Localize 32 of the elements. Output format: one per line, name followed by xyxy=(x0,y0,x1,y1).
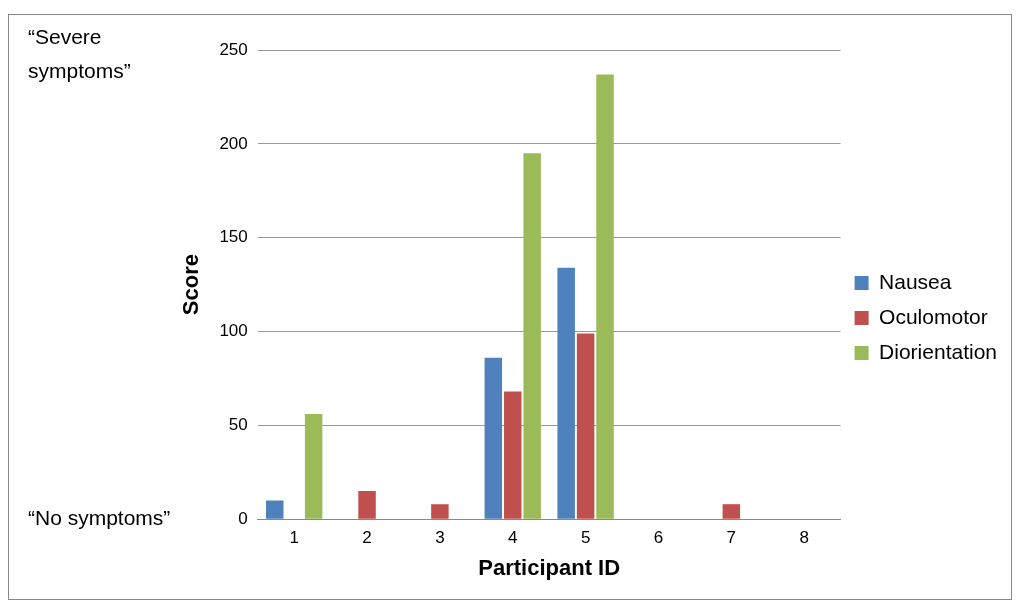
x-tick-label: 7 xyxy=(726,528,737,548)
text: “Severe symptoms” xyxy=(28,24,131,82)
bar xyxy=(484,357,503,519)
x-axis-title: Participant ID xyxy=(478,554,621,580)
bar xyxy=(266,500,284,519)
bar xyxy=(304,414,323,519)
x-tick-label: 5 xyxy=(580,528,591,548)
legend-label: Nausea xyxy=(879,269,952,293)
x-tick-label: 3 xyxy=(435,528,445,548)
y-tick-label: 200 xyxy=(219,133,248,153)
bar xyxy=(722,504,741,519)
y-axis-title: Score xyxy=(178,254,204,316)
legend-label: Oculomotor xyxy=(879,304,988,328)
bar xyxy=(523,153,541,519)
text: “No symptoms” xyxy=(28,506,171,529)
bar xyxy=(596,74,614,519)
y-tick-label: 100 xyxy=(219,321,248,341)
x-tick-label: 4 xyxy=(508,528,518,548)
y-tick-label: 150 xyxy=(219,227,248,247)
bar xyxy=(358,491,376,519)
x-tick-label: 6 xyxy=(653,528,664,548)
bar xyxy=(431,504,449,519)
y-tick-label: 50 xyxy=(228,415,248,435)
legend-label: Diorientation xyxy=(879,339,998,363)
y-tick-label: 0 xyxy=(238,508,248,528)
bar xyxy=(504,391,522,519)
x-tick-label: 8 xyxy=(799,528,809,548)
x-tick-label: 2 xyxy=(362,528,372,548)
bar xyxy=(576,333,595,519)
bar xyxy=(557,267,575,519)
y-tick-label: 250 xyxy=(219,39,248,59)
x-tick-label: 1 xyxy=(289,528,299,548)
